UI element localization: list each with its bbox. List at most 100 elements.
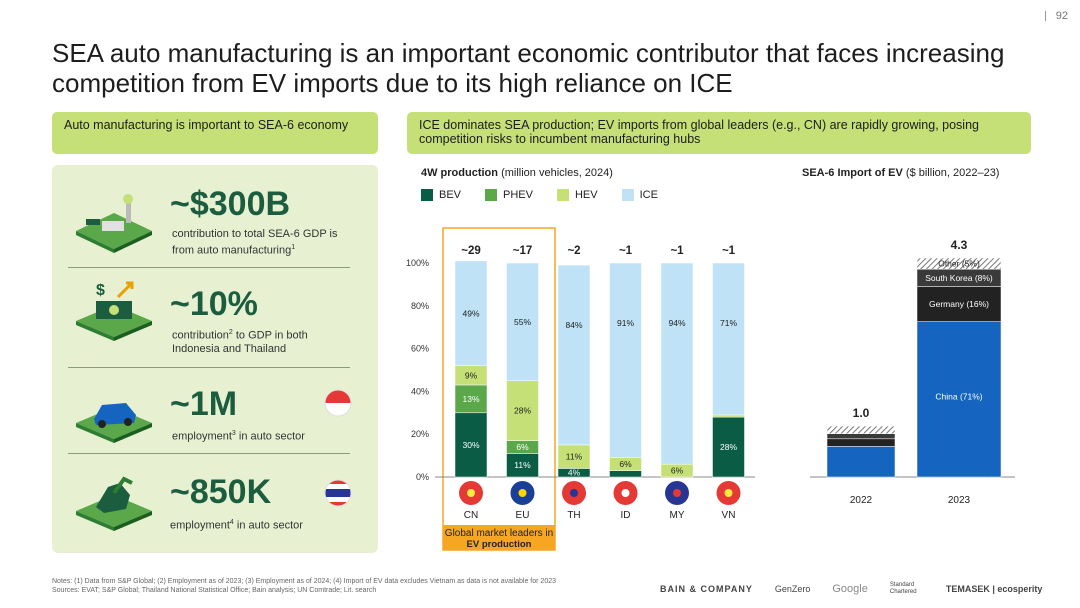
kpi-value: ~10% bbox=[170, 285, 258, 323]
kpi-divider bbox=[68, 453, 350, 454]
x-category-label: VN bbox=[722, 510, 736, 521]
bar-segment-bev bbox=[609, 470, 642, 478]
import-bar-segment bbox=[826, 425, 896, 434]
bar-data-label: 28% bbox=[514, 406, 531, 416]
import-year-label: 2022 bbox=[850, 495, 873, 506]
import-bar-segment bbox=[916, 257, 1002, 270]
x-category-label: MY bbox=[670, 510, 685, 521]
kpi-description: employment3 in auto sector bbox=[172, 430, 305, 443]
bar-segment-bev bbox=[454, 412, 488, 478]
import-segment-label: Other (5%) bbox=[938, 259, 980, 269]
bar-total-label: ~2 bbox=[567, 245, 580, 257]
svg-text:$: $ bbox=[96, 282, 105, 299]
bar-data-label: 6% bbox=[671, 466, 684, 476]
bar-data-label: 55% bbox=[514, 317, 531, 327]
y-tick-label: 80% bbox=[411, 301, 429, 311]
kpi-panel: ~$300B contribution to total SEA-6 GDP i… bbox=[52, 165, 378, 553]
page-title: SEA auto manufacturing is an important e… bbox=[52, 38, 1005, 98]
import-total-label: 1.0 bbox=[853, 406, 870, 420]
sources-line: Sources: EVAT; S&P Global; Thailand Nati… bbox=[52, 587, 377, 594]
y-tick-label: 60% bbox=[411, 344, 429, 354]
bar-data-label: 9% bbox=[465, 370, 478, 380]
import-bar-segment bbox=[826, 433, 896, 440]
robot-arm-icon bbox=[76, 476, 152, 531]
kpi-value: ~1M bbox=[170, 385, 238, 423]
import-bar-segment bbox=[916, 286, 1002, 322]
country-flag-icon bbox=[562, 481, 586, 505]
bar-total-label: ~17 bbox=[513, 245, 533, 257]
legend-bev: BEV bbox=[421, 189, 461, 201]
page-number: 92 bbox=[1044, 10, 1068, 22]
bar-data-label: 84% bbox=[565, 320, 582, 330]
bar-data-label: 6% bbox=[619, 459, 632, 469]
bar-segment-ice bbox=[454, 260, 488, 366]
bar-data-label: 11% bbox=[514, 460, 531, 470]
country-flag-icon bbox=[459, 481, 483, 505]
google-logo: Google bbox=[832, 583, 868, 595]
kpi-description: employment4 in auto sector bbox=[170, 519, 303, 532]
production-chart-title: 4W production (million vehicles, 2024) bbox=[421, 167, 613, 179]
x-category-label: EU bbox=[516, 510, 530, 521]
production-legend: BEV PHEV HEV ICE bbox=[421, 189, 658, 201]
bar-segment-phev bbox=[454, 384, 488, 414]
kpi-description: contribution to total SEA-6 GDP is from … bbox=[172, 228, 338, 257]
x-category-label: ID bbox=[621, 510, 631, 521]
kpi-divider bbox=[68, 367, 350, 368]
kpi-value: ~850K bbox=[170, 473, 272, 511]
thailand-flag bbox=[324, 479, 352, 507]
import-total-label: 4.3 bbox=[951, 238, 968, 252]
bar-data-label: 6% bbox=[516, 442, 529, 452]
bar-total-label: ~1 bbox=[722, 245, 736, 257]
bar-data-label: 28% bbox=[720, 442, 737, 452]
partner-logos: BAIN & COMPANY GenZero Google Standard C… bbox=[660, 582, 1042, 596]
left-banner: Auto manufacturing is important to SEA-6… bbox=[52, 112, 378, 154]
highlight-label: EV production bbox=[467, 539, 532, 550]
genzero-logo: GenZero bbox=[774, 584, 811, 594]
legend-phev: PHEV bbox=[485, 189, 533, 201]
bar-data-label: 91% bbox=[617, 318, 634, 328]
bar-segment-ice bbox=[506, 262, 539, 381]
legend-ice: ICE bbox=[621, 189, 658, 201]
import-year-label: 2023 bbox=[948, 495, 971, 506]
x-category-label: CN bbox=[464, 510, 478, 521]
bar-data-label: 4% bbox=[568, 468, 581, 478]
x-category-label: TH bbox=[567, 510, 580, 521]
import-chart: 1.0 2022 China (71%) Germany (16%) South Kor… bbox=[810, 238, 1015, 506]
indonesia-flag bbox=[324, 389, 352, 417]
y-tick-label: 20% bbox=[411, 429, 429, 439]
country-flag-icon bbox=[665, 481, 689, 505]
standard-chartered-logo: Standard Chartered bbox=[889, 582, 917, 595]
bar-data-label: 30% bbox=[462, 440, 479, 450]
highlight-label-box bbox=[443, 525, 555, 550]
bain-logo: BAIN & COMPANY bbox=[660, 584, 753, 594]
bar-data-label: 71% bbox=[720, 318, 737, 328]
highlight-label: Global market leaders in bbox=[445, 528, 553, 539]
import-chart-title: SEA-6 Import of EV ($ billion, 2022–23) bbox=[802, 167, 1000, 179]
bar-data-label: 13% bbox=[462, 394, 479, 404]
bar-data-label: 11% bbox=[566, 452, 583, 462]
bar-data-label: 94% bbox=[668, 318, 685, 328]
bar-segment-hev bbox=[712, 414, 745, 418]
kpi-value: ~$300B bbox=[170, 185, 291, 223]
bar-segment-hev bbox=[506, 380, 539, 441]
y-tick-label: 40% bbox=[411, 386, 429, 396]
right-banner: ICE dominates SEA production; EV imports… bbox=[407, 112, 1031, 154]
country-flag-icon bbox=[613, 481, 638, 505]
bar-segment-ice bbox=[609, 262, 642, 458]
import-segment-label: South Korea (8%) bbox=[925, 273, 993, 283]
legend-hev: HEV bbox=[556, 189, 598, 201]
import-segment-label: Germany (16%) bbox=[929, 299, 989, 309]
y-tick-label: 0% bbox=[416, 472, 429, 482]
temasek-logo: TEMASEK | ecosperity bbox=[945, 584, 1043, 594]
import-bar-segment bbox=[916, 321, 1002, 478]
bar-total-label: ~1 bbox=[619, 245, 633, 257]
bar-total-label: ~29 bbox=[461, 245, 481, 257]
notes: Notes: (1) Data from S&P Global; (2) Emp… bbox=[52, 577, 556, 595]
bar-total-label: ~1 bbox=[670, 245, 684, 257]
country-flag-icon bbox=[510, 481, 535, 505]
kpi-description: contribution2 to GDP in both Indonesia a… bbox=[172, 329, 308, 355]
car-assembly-icon bbox=[76, 403, 152, 443]
import-bar-segment bbox=[826, 446, 896, 478]
y-tick-label: 100% bbox=[406, 258, 429, 268]
